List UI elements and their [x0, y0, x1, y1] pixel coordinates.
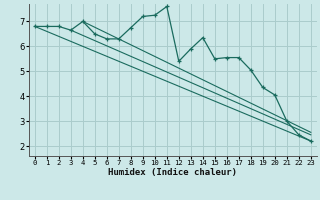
X-axis label: Humidex (Indice chaleur): Humidex (Indice chaleur) [108, 168, 237, 177]
